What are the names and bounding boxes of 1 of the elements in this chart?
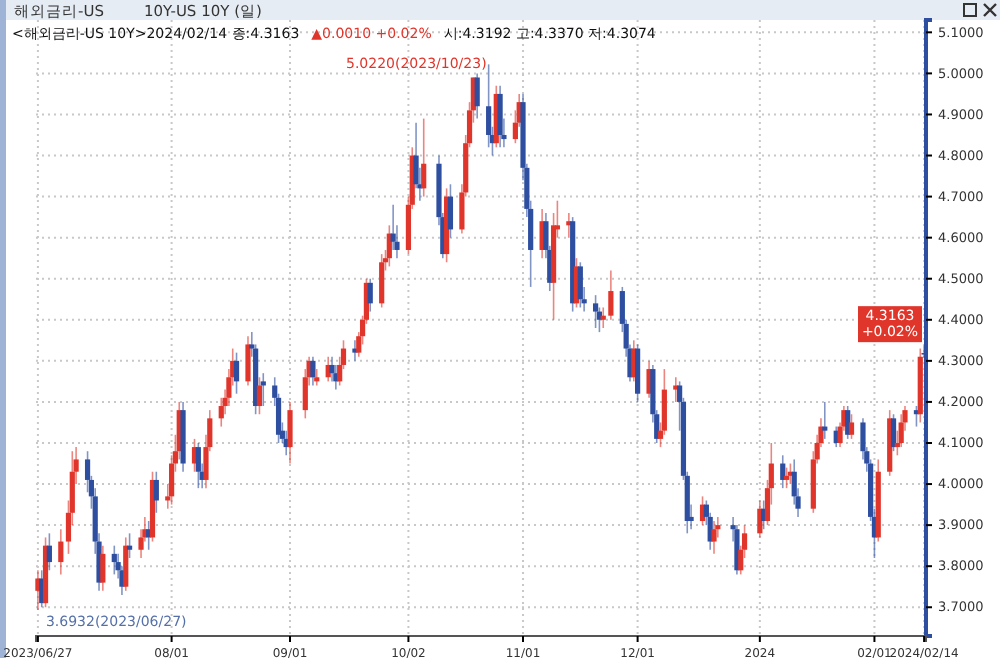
candlestick [314, 368, 320, 387]
